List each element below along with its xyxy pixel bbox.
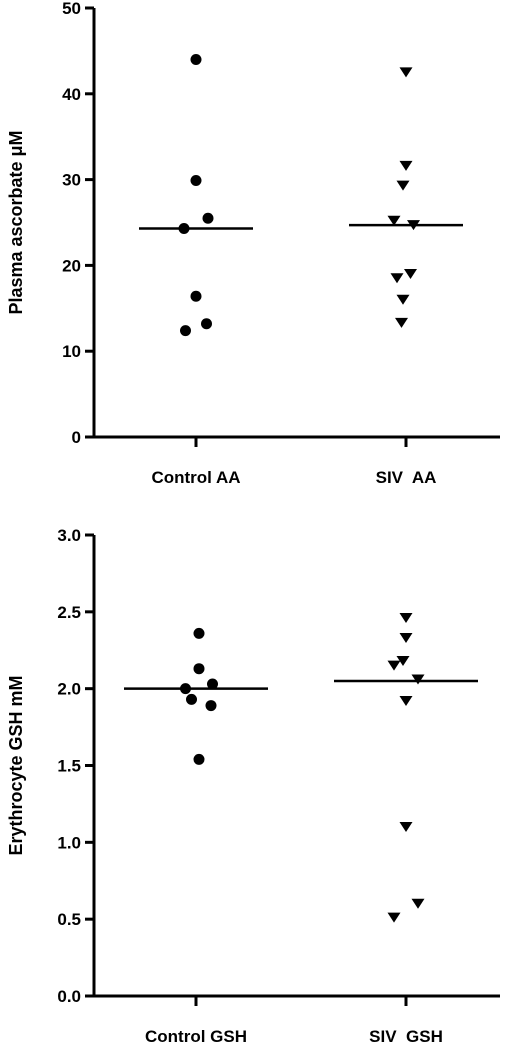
data-point-triangle	[399, 821, 413, 832]
data-point-triangle	[399, 160, 413, 171]
y-tick-label: 50	[62, 0, 81, 18]
data-point-triangle	[387, 912, 401, 923]
data-point-circle	[178, 223, 190, 235]
x-category-label: Control AA	[151, 468, 240, 487]
data-point-circle	[207, 678, 218, 690]
y-tick-label: 2.0	[57, 680, 81, 699]
data-point-triangle	[387, 660, 401, 671]
data-point-triangle	[407, 220, 420, 231]
data-point-triangle	[411, 674, 425, 685]
chart-erythrocyte-gsh: 0.0 0.5 1.0 1.5 2.0 2.5 3.0 Erythrocyte GSH mM C…	[6, 526, 500, 1046]
y-tick-label: 30	[62, 171, 81, 190]
y-axis-title: Plasma ascorbate μM	[6, 130, 26, 314]
data-point-triangle	[390, 273, 404, 284]
y-tick-label: 0.0	[57, 987, 81, 1006]
chart-plasma-ascorbate: 0 10 20 30 40 50 Plasma ascorbate μM Control AA…	[6, 0, 500, 487]
data-point-triangle	[396, 180, 410, 191]
y-tick-label: 0	[72, 428, 81, 447]
data-point-triangle	[399, 67, 413, 78]
data-point-triangle	[404, 268, 417, 279]
x-category-label: SIV GSH	[369, 1027, 443, 1046]
data-point-triangle	[411, 898, 425, 909]
data-point-circle	[180, 683, 191, 695]
y-tick-label: 20	[62, 256, 81, 275]
data-point-circle	[193, 627, 205, 639]
y-tick-label: 10	[62, 342, 81, 361]
data-point-circle	[205, 700, 217, 712]
data-point-circle	[190, 53, 202, 65]
y-tick-label: 1.5	[57, 757, 81, 776]
data-point-circle	[193, 663, 205, 675]
data-point-triangle	[396, 656, 410, 667]
data-point-triangle	[395, 317, 408, 328]
data-point-circle	[190, 290, 202, 302]
data-point-circle	[193, 753, 205, 765]
y-axis-title: Erythrocyte GSH mM	[6, 675, 26, 855]
data-point-triangle	[387, 215, 401, 226]
x-category-label: Control GSH	[145, 1027, 247, 1046]
data-point-circle	[186, 693, 197, 705]
x-category-label: SIV AA	[376, 468, 437, 487]
data-point-triangle	[399, 695, 413, 706]
y-tick-label: 0.5	[57, 910, 81, 929]
data-point-circle	[201, 318, 212, 330]
data-point-circle	[190, 174, 202, 186]
data-point-triangle	[399, 632, 413, 643]
y-tick-label: 40	[62, 85, 81, 104]
y-tick-label: 1.0	[57, 833, 81, 852]
y-tick-label: 2.5	[57, 603, 81, 622]
y-tick-label: 3.0	[57, 526, 81, 545]
data-point-triangle	[396, 294, 410, 305]
data-point-circle	[202, 212, 214, 224]
data-point-triangle	[399, 612, 413, 623]
data-point-circle	[180, 325, 191, 337]
